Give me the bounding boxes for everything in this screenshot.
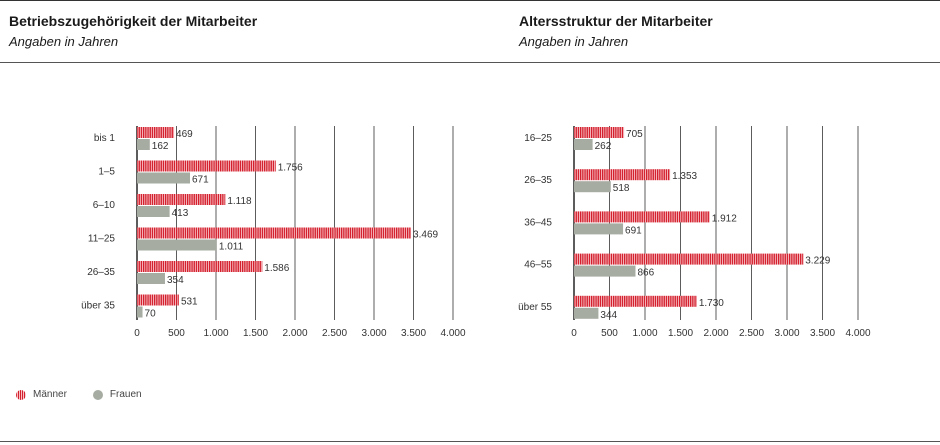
category-label: 16–25 — [524, 133, 552, 144]
bar-women — [137, 206, 170, 217]
category-label: über 55 — [518, 302, 552, 313]
bar-men — [137, 194, 226, 205]
category-label: 46–55 — [524, 260, 552, 271]
x-tick-label: 3.500 — [810, 328, 835, 339]
category-label: bis 1 — [94, 133, 116, 144]
legend-men-label: Männer — [33, 389, 67, 400]
bar-men — [137, 294, 179, 306]
top-rule — [0, 0, 940, 1]
bottom-rule — [0, 441, 940, 442]
legend-men-swatch — [16, 389, 26, 400]
data-label-women: 1.011 — [219, 242, 244, 253]
data-label-women: 354 — [167, 275, 184, 286]
legend-item-men: Männer — [16, 389, 67, 400]
x-tick-label: 3.500 — [401, 328, 426, 339]
category-label: 1–5 — [98, 167, 115, 178]
chart-age-structure: 0 500 1.000 1.500 2.000 2.500 3.000 3.500 4.000 1… — [518, 126, 871, 339]
header-rule — [0, 62, 940, 63]
data-label-women: 671 — [192, 175, 209, 186]
chart-1-subtitle: Angaben in Jahren — [9, 34, 119, 49]
x-tick-label: 3.000 — [361, 328, 386, 339]
legend-item-women: Frauen — [92, 389, 142, 400]
bar-men — [574, 253, 804, 265]
category-label: 36–45 — [524, 217, 552, 228]
data-label-men: 1.586 — [264, 263, 289, 274]
x-tick-label: 4.000 — [845, 328, 870, 339]
bar-men — [574, 295, 697, 307]
x-tick-label: 1.000 — [203, 328, 228, 339]
bar-women — [574, 139, 593, 150]
data-label-women: 691 — [625, 225, 642, 236]
bar-men — [137, 127, 175, 138]
bar-women — [574, 223, 624, 235]
bar-women — [137, 273, 165, 284]
data-label-men: 3.469 — [413, 230, 438, 241]
x-tick-label: 500 — [168, 328, 185, 339]
data-label-men: 1.756 — [278, 163, 303, 174]
chart-2-title: Altersstruktur der Mitarbeiter — [519, 13, 713, 29]
x-tick-label: 3.000 — [774, 328, 799, 339]
bar-men — [137, 160, 276, 172]
data-label-men: 705 — [626, 129, 643, 140]
data-label-women: 518 — [613, 183, 630, 194]
bar-men — [137, 261, 263, 272]
chart-1-header: Betriebszugehörigkeit der Mitarbeiter An… — [9, 10, 257, 52]
x-tick-label: 0 — [134, 328, 140, 339]
chart-2-subtitle: Angaben in Jahren — [519, 34, 629, 49]
x-tick-label: 2.500 — [322, 328, 347, 339]
category-label: 26–35 — [524, 175, 552, 186]
x-tick-label: 2.000 — [703, 328, 728, 339]
x-tick-label: 2.000 — [282, 328, 307, 339]
bar-men — [574, 127, 625, 138]
x-tick-label: 1.500 — [243, 328, 268, 339]
category-label: 11–25 — [88, 234, 116, 245]
x-tick-label: 2.500 — [739, 328, 764, 339]
x-tick-label: 500 — [601, 328, 618, 339]
category-label: 6–10 — [93, 200, 116, 211]
bar-women — [574, 265, 636, 277]
data-label-men: 1.912 — [712, 213, 737, 224]
data-label-women: 413 — [172, 208, 189, 219]
data-label-women: 866 — [637, 268, 654, 279]
data-label-men: 1.730 — [699, 298, 724, 309]
chart-1-title: Betriebszugehörigkeit der Mitarbeiter — [9, 13, 258, 29]
data-label-men: 1.118 — [227, 196, 252, 207]
x-tick-label: 1.000 — [632, 328, 657, 339]
data-label-women: 344 — [600, 310, 617, 321]
bar-men — [137, 227, 412, 239]
data-label-men: 3.229 — [805, 256, 830, 267]
bar-women — [137, 172, 191, 184]
x-tick-label: 0 — [571, 328, 577, 339]
legend-women-label: Frauen — [109, 389, 142, 400]
category-label: über 35 — [81, 301, 115, 312]
bar-women — [574, 307, 599, 319]
x-tick-label: 4.000 — [440, 328, 465, 339]
data-label-men: 469 — [176, 129, 193, 140]
data-label-women: 262 — [595, 141, 612, 152]
data-label-men: 1.353 — [672, 171, 697, 182]
chart-2-header: Altersstruktur der Mitarbeiter Angaben i… — [519, 10, 713, 52]
bar-women — [137, 306, 143, 318]
bar-men — [574, 169, 671, 181]
bar-women — [574, 181, 611, 193]
x-tick-label: 1.500 — [668, 328, 693, 339]
data-label-men: 531 — [181, 297, 198, 308]
bar-men — [574, 211, 710, 223]
category-label: 26–35 — [87, 267, 115, 278]
data-label-women: 70 — [145, 309, 157, 320]
legend: Männer Frauen — [16, 389, 168, 400]
legend-women-swatch — [92, 389, 103, 400]
data-label-women: 162 — [152, 141, 169, 152]
bar-women — [137, 139, 150, 150]
bar-women — [137, 239, 217, 251]
chart-tenure: 0 500 1.000 1.500 2.000 2.500 3.000 3.500 4.000 b… — [81, 126, 466, 339]
